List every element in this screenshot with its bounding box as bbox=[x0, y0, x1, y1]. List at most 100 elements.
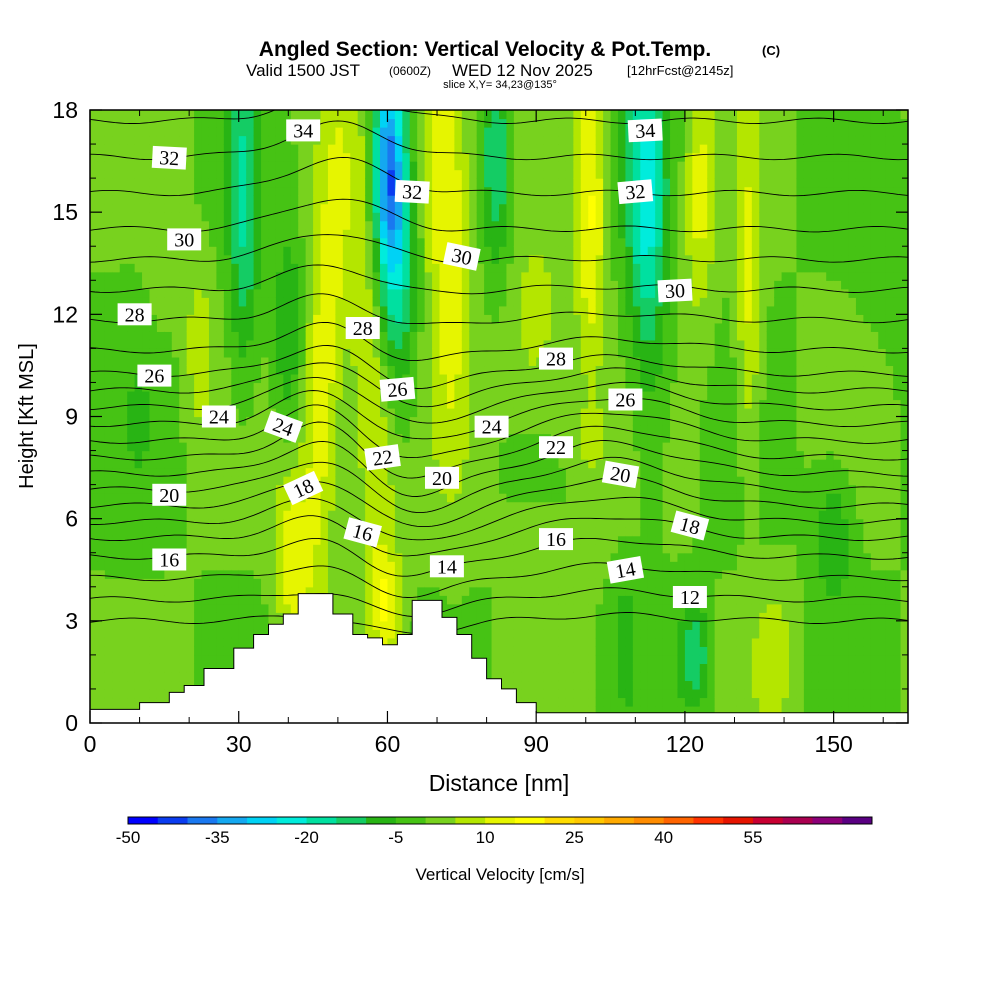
w-cell bbox=[335, 229, 344, 239]
w-cell bbox=[402, 476, 411, 486]
w-cell bbox=[536, 110, 545, 120]
w-cell bbox=[238, 331, 247, 341]
w-cell bbox=[394, 527, 403, 537]
w-cell bbox=[521, 484, 530, 494]
w-cell bbox=[573, 144, 582, 154]
w-cell bbox=[223, 442, 232, 452]
w-cell bbox=[253, 373, 262, 384]
w-cell bbox=[551, 407, 560, 418]
w-cell bbox=[179, 646, 188, 656]
w-cell bbox=[551, 331, 560, 341]
w-cell bbox=[313, 229, 322, 239]
w-cell bbox=[149, 305, 158, 315]
w-cell bbox=[268, 246, 277, 256]
w-cell bbox=[186, 501, 195, 511]
w-cell bbox=[216, 195, 225, 205]
w-cell bbox=[372, 433, 381, 443]
w-cell bbox=[409, 305, 418, 315]
w-cell bbox=[201, 212, 210, 222]
w-cell bbox=[223, 527, 232, 537]
w-cell bbox=[201, 373, 210, 384]
w-cell bbox=[499, 203, 508, 213]
w-cell bbox=[179, 399, 188, 409]
w-cell bbox=[194, 356, 203, 367]
w-cell bbox=[223, 237, 232, 247]
w-cell bbox=[536, 586, 545, 596]
w-cell bbox=[580, 144, 589, 154]
w-cell bbox=[506, 237, 515, 247]
w-cell bbox=[320, 169, 329, 179]
w-cell bbox=[499, 220, 508, 230]
w-cell bbox=[558, 195, 567, 205]
w-cell bbox=[469, 365, 478, 375]
w-cell bbox=[521, 501, 530, 511]
w-cell bbox=[409, 595, 418, 605]
w-cell bbox=[394, 518, 403, 528]
w-cell bbox=[90, 390, 99, 401]
w-cell bbox=[290, 390, 299, 401]
w-cell bbox=[156, 425, 165, 435]
w-cell bbox=[439, 169, 448, 179]
w-cell bbox=[313, 288, 322, 298]
w-cell bbox=[335, 595, 344, 605]
w-cell bbox=[90, 348, 99, 358]
w-cell bbox=[565, 459, 574, 469]
w-cell bbox=[97, 629, 106, 639]
w-cell bbox=[268, 365, 277, 375]
w-cell bbox=[216, 331, 225, 341]
w-cell bbox=[387, 339, 396, 349]
w-cell bbox=[469, 356, 478, 367]
w-cell bbox=[580, 620, 589, 630]
w-cell bbox=[186, 603, 195, 613]
w-cell bbox=[246, 578, 255, 588]
w-cell bbox=[558, 705, 567, 716]
w-cell bbox=[595, 280, 604, 290]
w-cell bbox=[439, 595, 448, 605]
w-cell bbox=[231, 280, 240, 290]
w-cell bbox=[253, 544, 262, 554]
w-cell bbox=[380, 229, 389, 239]
w-cell bbox=[476, 518, 485, 528]
w-cell bbox=[149, 671, 158, 682]
w-cell bbox=[97, 646, 106, 656]
w-cell bbox=[536, 654, 545, 664]
w-cell bbox=[424, 118, 433, 128]
w-cell bbox=[186, 169, 195, 179]
w-cell bbox=[521, 671, 530, 682]
w-cell bbox=[104, 314, 113, 324]
w-cell bbox=[499, 271, 508, 281]
w-cell bbox=[305, 263, 314, 273]
w-cell bbox=[417, 144, 426, 154]
w-cell bbox=[484, 612, 493, 622]
w-cell bbox=[112, 127, 121, 137]
w-cell bbox=[350, 263, 359, 273]
w-cell bbox=[201, 263, 210, 273]
w-cell bbox=[119, 203, 128, 213]
w-cell bbox=[439, 246, 448, 256]
w-cell bbox=[365, 280, 374, 290]
w-cell bbox=[424, 144, 433, 154]
w-cell bbox=[365, 178, 374, 188]
w-cell bbox=[357, 484, 366, 494]
w-cell bbox=[149, 450, 158, 460]
w-cell bbox=[446, 586, 455, 596]
w-cell bbox=[327, 484, 336, 494]
w-cell bbox=[380, 416, 389, 426]
w-cell bbox=[365, 161, 374, 171]
w-cell bbox=[424, 305, 433, 315]
w-cell bbox=[290, 407, 299, 418]
w-cell bbox=[149, 237, 158, 247]
w-cell bbox=[461, 578, 470, 588]
w-cell bbox=[90, 578, 99, 588]
w-cell bbox=[231, 186, 240, 196]
w-cell bbox=[223, 425, 232, 435]
w-cell bbox=[424, 254, 433, 264]
w-cell bbox=[171, 365, 180, 375]
w-cell bbox=[246, 348, 255, 358]
w-cell bbox=[528, 569, 537, 579]
w-cell bbox=[394, 510, 403, 520]
w-cell bbox=[112, 407, 121, 418]
w-cell bbox=[484, 399, 493, 409]
w-cell bbox=[275, 339, 284, 349]
w-cell bbox=[357, 263, 366, 273]
